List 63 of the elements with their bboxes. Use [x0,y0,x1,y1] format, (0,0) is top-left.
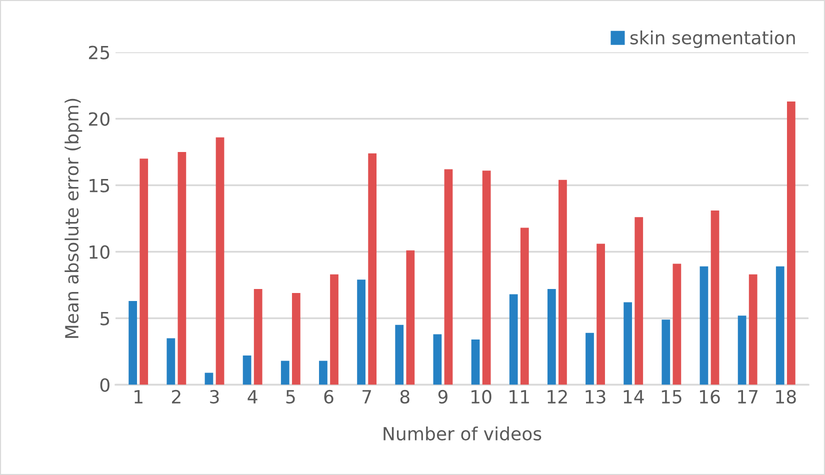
bar [330,274,338,385]
y-tick-label: 15 [90,178,110,192]
x-tick-label: 13 [586,390,606,404]
bar [357,280,366,385]
x-tick-label: 9 [438,390,448,404]
bar [204,372,214,385]
y-tick-label: 5 [100,312,110,326]
bar [444,169,453,385]
x-tick-label: 2 [172,390,180,404]
bar [662,320,670,385]
bar [280,360,290,385]
bar [368,153,377,385]
bar [254,288,262,385]
bar [558,180,567,385]
bar [547,288,556,385]
x-tick-label: 3 [210,390,219,404]
bar [406,250,415,385]
x-tick-label: 14 [624,390,644,404]
bar [710,210,720,385]
bar [776,266,784,385]
x-tick-label: 18 [776,390,796,404]
bar [471,340,480,385]
x-tick-label: 15 [662,390,682,404]
bar [395,324,404,385]
bar [319,360,328,385]
bar [738,316,746,385]
bar [786,101,796,385]
bar [586,332,594,385]
x-tick-label: 1 [134,390,142,404]
bar [624,302,632,385]
y-tick-label: 25 [88,46,110,60]
x-tick-label: 7 [362,390,372,404]
bar [596,244,605,385]
bar [748,274,758,385]
x-tick-label: 6 [324,390,334,404]
bar [634,217,644,385]
bar [242,355,252,385]
y-tick-label: 0 [100,378,110,392]
bar [140,158,148,385]
bar [178,152,186,385]
bar [482,170,491,385]
x-tick-label: 4 [248,390,258,404]
legend-label: skin segmentation [630,30,795,48]
x-tick-label: 11 [510,390,529,404]
x-tick-label: 5 [286,390,295,404]
bar [520,228,529,385]
bar [216,137,224,385]
bar [292,292,300,385]
bar [700,266,708,385]
bar [166,338,176,385]
y-axis-title: Mean absolute error (bpm) [64,98,82,338]
bar [672,264,682,385]
bar [433,334,442,385]
y-tick-label: 10 [90,245,110,259]
y-tick-label: 20 [88,112,110,126]
bar [128,300,138,385]
x-axis-title: Number of videos [384,426,542,441]
x-tick-label: 12 [548,390,567,404]
x-tick-label: 10 [472,390,492,404]
bar [509,294,518,385]
x-tick-label: 17 [738,390,758,404]
x-tick-label: 16 [700,390,720,404]
x-tick-label: 8 [400,390,410,404]
